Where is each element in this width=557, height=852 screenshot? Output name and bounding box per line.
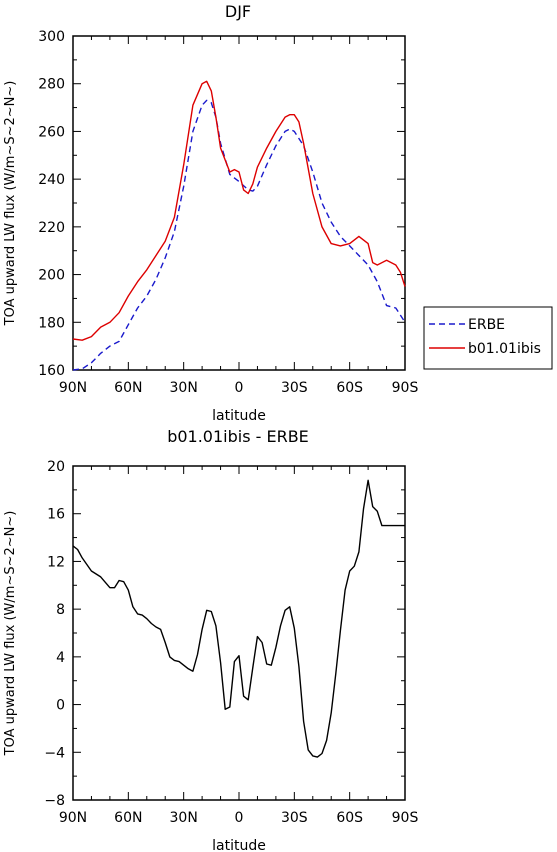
top-series-line-erbe — [72, 99, 406, 371]
bottom-series-line-difference — [72, 479, 405, 758]
bottom-x-axis-label: latitude — [212, 838, 266, 852]
bottom-y-tick-label: 0 — [56, 698, 65, 714]
bottom-x-tick-label: 90S — [392, 810, 419, 826]
top-x-tick-label: 60N — [114, 380, 142, 396]
top-y-tick-label: 180 — [38, 315, 65, 331]
bottom-x-tick-label: 60N — [114, 810, 142, 826]
bottom-y-tick-label: 12 — [47, 554, 65, 570]
bottom-y-tick-label: −8 — [44, 793, 65, 809]
top-series-lines — [72, 80, 406, 371]
top-y-ticks: 160 180 200 220 240 260 280 300 — [38, 29, 405, 379]
legend-box — [423, 306, 553, 370]
top-x-tick-label: 30S — [281, 380, 308, 396]
top-y-tick-label: 160 — [38, 363, 65, 379]
top-x-tick-label: 30N — [170, 380, 198, 396]
top-x-tick-label: 0 — [235, 380, 244, 396]
bottom-y-ticks: −8 −4 0 4 8 12 16 20 — [44, 459, 405, 809]
bottom-x-ticks: 90N 60N 30N 0 30S 60S 90S — [59, 466, 419, 826]
top-y-tick-label: 280 — [38, 77, 65, 93]
legend: ERBE b01.01ibis — [423, 306, 553, 370]
top-x-tick-label: 90S — [392, 380, 419, 396]
bottom-plot-frame — [72, 465, 406, 801]
top-y-tick-label: 300 — [38, 29, 65, 45]
top-plot-frame — [72, 35, 406, 371]
bottom-x-tick-label: 0 — [235, 810, 244, 826]
top-y-tick-label: 260 — [38, 124, 65, 140]
top-y-tick-label: 240 — [38, 172, 65, 188]
bottom-panel: b01.01ibis - ERBE TOA upward LW flux (W/… — [3, 427, 418, 852]
top-x-ticks: 90N 60N 30N 0 30S 60S 90S — [59, 36, 419, 396]
top-y-axis-label: TOA upward LW flux (W/m~S~2~N~) — [3, 81, 18, 327]
bottom-y-tick-label: 8 — [56, 602, 65, 618]
bottom-x-tick-label: 30S — [281, 810, 308, 826]
top-series-line-b01-01ibis — [72, 80, 406, 341]
bottom-y-tick-label: −4 — [44, 745, 65, 761]
legend-label-b01: b01.01ibis — [468, 341, 541, 357]
top-x-tick-label: 60S — [336, 380, 363, 396]
bottom-y-tick-label: 16 — [47, 507, 65, 523]
top-chart-title: DJF — [225, 2, 251, 21]
bottom-chart-title: b01.01ibis - ERBE — [167, 427, 309, 446]
top-y-tick-label: 220 — [38, 220, 65, 236]
top-x-axis-label: latitude — [212, 408, 266, 424]
bottom-x-tick-label: 30N — [170, 810, 198, 826]
bottom-x-tick-label: 90N — [59, 810, 87, 826]
top-x-tick-label: 90N — [59, 380, 87, 396]
bottom-y-tick-label: 4 — [56, 650, 65, 666]
top-panel: DJF TOA upward LW flux (W/m~S~2~N~) lati… — [3, 2, 418, 424]
bottom-y-tick-label: 20 — [47, 459, 65, 475]
bottom-series-lines — [72, 479, 405, 758]
bottom-x-tick-label: 60S — [336, 810, 363, 826]
bottom-y-axis-label: TOA upward LW flux (W/m~S~2~N~) — [3, 511, 18, 757]
top-y-tick-label: 200 — [38, 268, 65, 284]
legend-label-erbe: ERBE — [468, 317, 505, 333]
